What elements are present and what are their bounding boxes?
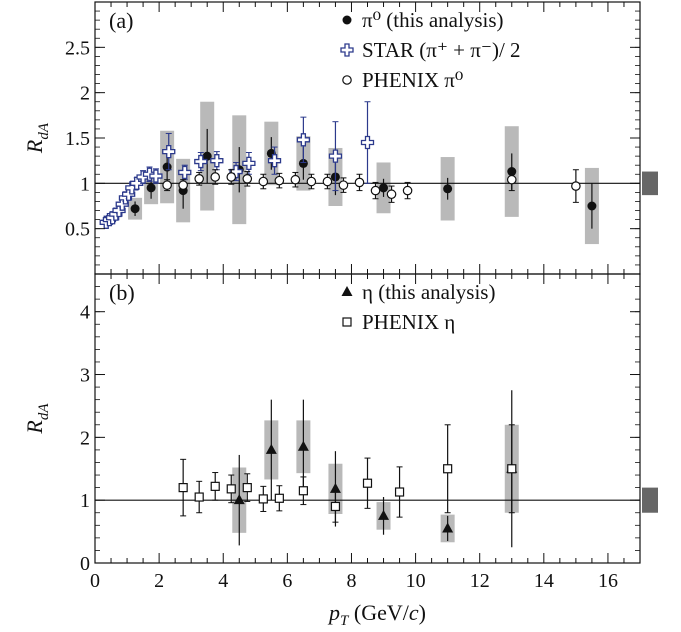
legend-item: PHENIX π⁰ bbox=[342, 68, 463, 92]
legend-item: π⁰ (this analysis) bbox=[342, 8, 504, 32]
data-point bbox=[297, 440, 309, 451]
x-tick-label: 4 bbox=[218, 570, 228, 592]
data-point bbox=[443, 464, 453, 474]
data-point bbox=[210, 481, 220, 491]
legend-label: STAR (π⁺ + π⁻)/ 2 bbox=[362, 38, 521, 62]
y-tick-label: 1 bbox=[80, 490, 90, 512]
data-point bbox=[402, 185, 413, 196]
data-point bbox=[258, 176, 269, 187]
legend-label: PHENIX η bbox=[362, 310, 455, 334]
data-point bbox=[370, 185, 381, 196]
data-point bbox=[379, 183, 389, 193]
data-point bbox=[338, 180, 349, 190]
data-point bbox=[354, 177, 365, 188]
data-point bbox=[194, 174, 204, 184]
data-point bbox=[296, 133, 311, 147]
data-point bbox=[233, 494, 245, 505]
data-point bbox=[194, 154, 208, 169]
legend-marker bbox=[341, 286, 353, 296]
data-point bbox=[506, 174, 517, 185]
y-tick-label: 2 bbox=[80, 83, 90, 105]
y-tick-label: 1.5 bbox=[65, 128, 90, 150]
data-point bbox=[386, 189, 397, 200]
panel-a: 0.5 1 1.5 2 2.5 (a) RdA π⁰ (this analysis) STAR … bbox=[22, 1, 658, 275]
y-tick-label: 2 bbox=[80, 427, 90, 449]
x-axis-title: pT (GeV/c) bbox=[327, 600, 426, 629]
data-point bbox=[210, 172, 221, 182]
data-point bbox=[507, 464, 517, 474]
data-point bbox=[242, 483, 252, 493]
x-tick-label: 6 bbox=[282, 570, 292, 592]
normalization-box bbox=[642, 171, 658, 196]
data-point bbox=[178, 180, 188, 190]
y-tick-label: 0 bbox=[80, 553, 90, 575]
data-point bbox=[162, 144, 176, 159]
y-tick-label: 4 bbox=[80, 302, 90, 324]
data-point bbox=[226, 484, 236, 494]
legend-item: η (this analysis) bbox=[341, 280, 495, 304]
data-point bbox=[394, 487, 405, 497]
legend-label: η (this analysis) bbox=[362, 280, 495, 304]
data-point bbox=[258, 494, 268, 504]
data-point bbox=[378, 509, 390, 520]
data-point bbox=[242, 156, 256, 171]
y-tick-label: 1 bbox=[80, 173, 90, 195]
data-point bbox=[360, 135, 375, 150]
legend-item: STAR (π⁺ + π⁻)/ 2 bbox=[340, 38, 521, 62]
x-tick-label: 16 bbox=[598, 570, 618, 592]
data-point bbox=[146, 183, 156, 193]
legend-item: PHENIX η bbox=[342, 310, 455, 334]
panel-label: (b) bbox=[109, 280, 135, 305]
data-point bbox=[298, 486, 308, 496]
data-point bbox=[226, 172, 237, 182]
data-point bbox=[274, 493, 284, 503]
legend-marker bbox=[342, 15, 352, 25]
y-axis-title: RdA bbox=[22, 403, 52, 435]
legend-marker bbox=[342, 75, 352, 85]
x-tick-label: 2 bbox=[154, 570, 164, 592]
x-tick-label: 8 bbox=[346, 570, 356, 592]
legend-marker bbox=[342, 317, 352, 327]
data-point bbox=[330, 501, 341, 512]
data-point bbox=[265, 443, 277, 454]
x-tick-label: 12 bbox=[470, 570, 490, 592]
data-point bbox=[571, 181, 581, 191]
data-point bbox=[267, 154, 282, 168]
x-tick-label: 0 bbox=[90, 570, 100, 592]
data-point bbox=[290, 174, 301, 185]
data-point bbox=[149, 169, 163, 183]
data-point bbox=[274, 175, 285, 186]
data-point bbox=[242, 174, 253, 184]
data-point bbox=[210, 154, 224, 168]
data-point bbox=[194, 492, 204, 502]
data-point bbox=[202, 151, 212, 161]
data-point bbox=[162, 180, 172, 190]
normalization-box bbox=[642, 487, 658, 513]
data-point bbox=[178, 165, 192, 180]
data-point bbox=[442, 522, 454, 533]
x-tick-label: 10 bbox=[406, 570, 426, 592]
legend-marker bbox=[340, 43, 354, 57]
data-point bbox=[322, 176, 333, 187]
data-point bbox=[298, 158, 308, 168]
data-point bbox=[587, 201, 597, 211]
y-axis-title: RdA bbox=[22, 122, 52, 154]
panel-label: (a) bbox=[109, 8, 133, 33]
data-point bbox=[130, 176, 144, 190]
legend-label: PHENIX π⁰ bbox=[362, 68, 463, 92]
data-point bbox=[178, 483, 188, 493]
data-point bbox=[328, 149, 343, 163]
y-tick-label: 2.5 bbox=[65, 37, 90, 59]
data-point bbox=[306, 176, 317, 187]
x-tick-label: 14 bbox=[534, 570, 554, 592]
y-tick-label: 0.5 bbox=[65, 219, 90, 241]
legend-label: π⁰ (this analysis) bbox=[362, 8, 504, 32]
y-tick-label: 3 bbox=[80, 365, 90, 387]
data-point bbox=[130, 204, 140, 214]
data-point bbox=[362, 478, 373, 488]
data-point bbox=[443, 184, 453, 194]
